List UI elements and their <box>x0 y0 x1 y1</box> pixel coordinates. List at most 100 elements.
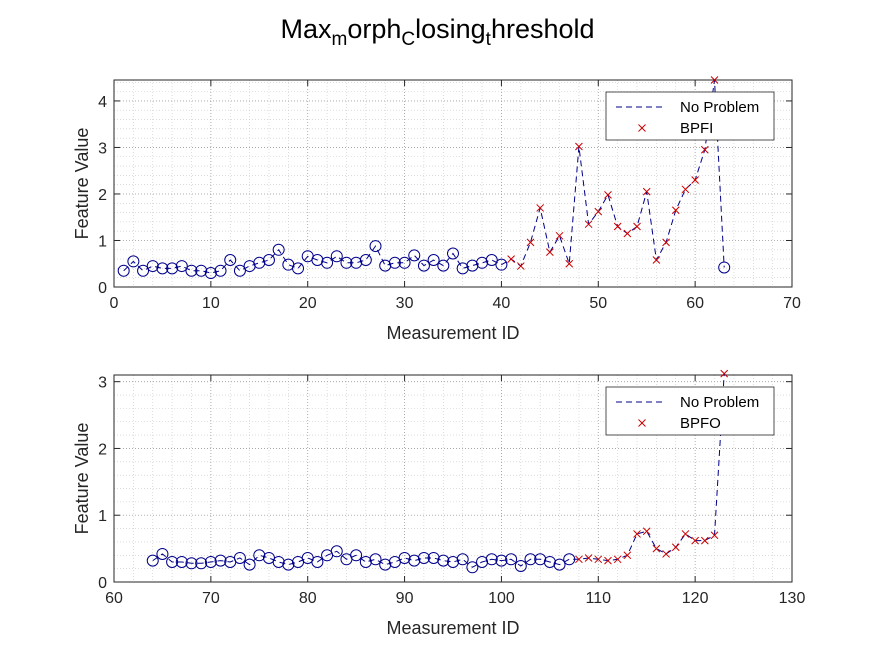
x-marker-stroke <box>710 531 719 540</box>
point-fault <box>546 248 554 256</box>
point-no-problem <box>224 254 237 267</box>
x-marker-stroke <box>652 256 661 264</box>
point-fault <box>671 543 680 552</box>
x-marker-stroke <box>507 255 515 263</box>
x-tick-label: 70 <box>202 590 220 607</box>
point-no-problem <box>563 553 576 566</box>
x-marker-stroke <box>604 556 612 565</box>
title-part: m <box>331 29 348 51</box>
point-no-problem <box>437 259 450 272</box>
x-tick-label: 90 <box>396 590 414 607</box>
legend-box <box>605 91 775 141</box>
point-no-problem <box>185 264 198 277</box>
x-tick-label: 60 <box>686 295 704 312</box>
point-no-problem <box>466 561 479 574</box>
legend: No Problem BPFO <box>605 386 775 436</box>
x-tick-label: 120 <box>682 590 709 607</box>
point-no-problem <box>185 557 198 570</box>
legend-label-no-problem: No Problem <box>680 99 759 116</box>
x-marker-stroke <box>565 259 574 268</box>
point-no-problem <box>214 554 227 567</box>
point-fault <box>594 555 603 564</box>
x-marker-stroke <box>555 231 564 240</box>
point-no-problem <box>408 554 421 567</box>
data-layer <box>117 76 731 280</box>
point-no-problem <box>524 553 537 566</box>
x-marker-stroke <box>638 419 646 427</box>
point-no-problem <box>437 554 450 567</box>
legend-x-sample <box>638 124 646 132</box>
point-no-problem <box>137 264 150 277</box>
x-marker-stroke <box>546 248 554 256</box>
point-no-problem <box>359 555 372 568</box>
x-tick-label: 30 <box>396 295 414 312</box>
chart-title: MaxmorphClosingthreshold <box>0 14 875 51</box>
point-no-problem <box>340 256 353 269</box>
legend-label-fault: BPFO <box>680 415 721 432</box>
point-no-problem <box>485 254 498 267</box>
title-part: C <box>401 29 416 51</box>
x-marker-stroke <box>642 187 651 196</box>
point-no-problem <box>166 555 179 568</box>
point-no-problem <box>321 256 334 269</box>
point-no-problem <box>292 262 305 275</box>
point-no-problem <box>514 559 527 572</box>
x-marker-stroke <box>681 530 690 538</box>
title-part: t <box>485 29 491 51</box>
point-no-problem <box>146 554 159 567</box>
point-fault <box>604 191 612 199</box>
point-no-problem <box>262 254 275 267</box>
title-part: orph <box>347 14 402 44</box>
point-fault <box>662 238 670 247</box>
point-no-problem <box>330 250 343 263</box>
y-tick-label: 1 <box>98 508 107 525</box>
point-fault <box>681 530 690 538</box>
point-no-problem <box>456 553 469 566</box>
point-fault <box>700 145 709 154</box>
x-marker-stroke <box>536 204 545 212</box>
point-fault <box>516 262 525 270</box>
data-layer <box>146 369 729 574</box>
x-marker-stroke <box>710 76 719 84</box>
x-marker-stroke <box>638 124 646 132</box>
legend-x-sample <box>638 419 646 427</box>
point-no-problem <box>204 555 217 568</box>
point-fault <box>710 76 719 84</box>
point-no-problem <box>495 258 508 271</box>
point-no-problem <box>485 553 498 566</box>
point-fault <box>507 255 515 263</box>
title-part: Max <box>280 14 332 44</box>
point-fault <box>633 222 641 231</box>
point-fault <box>710 531 719 540</box>
point-no-problem <box>408 249 421 262</box>
point-fault <box>623 229 632 238</box>
x-marker-stroke <box>584 554 593 562</box>
x-marker-stroke <box>604 191 612 199</box>
point-no-problem <box>398 551 411 564</box>
x-marker-stroke <box>671 206 680 215</box>
point-no-problem <box>272 555 285 568</box>
point-no-problem <box>156 547 169 560</box>
axes-box <box>113 79 793 288</box>
point-fault <box>642 187 651 196</box>
y-tick-label: 0 <box>98 575 107 592</box>
point-fault <box>555 231 564 240</box>
x-marker-stroke <box>623 551 632 560</box>
point-fault <box>575 142 583 151</box>
point-no-problem <box>195 264 208 277</box>
point-no-problem <box>447 555 459 568</box>
point-no-problem <box>427 254 440 267</box>
point-no-problem <box>253 549 266 562</box>
x-marker-stroke <box>691 536 699 545</box>
x-tick-label: 10 <box>202 295 220 312</box>
point-no-problem <box>369 240 382 253</box>
point-no-problem <box>350 549 363 562</box>
point-no-problem <box>166 262 179 275</box>
point-fault <box>565 259 574 268</box>
x-marker-stroke <box>623 229 632 238</box>
y-tick-label: 2 <box>98 441 107 458</box>
point-no-problem <box>359 254 372 267</box>
title-part: losing <box>415 14 486 44</box>
point-fault <box>613 222 622 231</box>
